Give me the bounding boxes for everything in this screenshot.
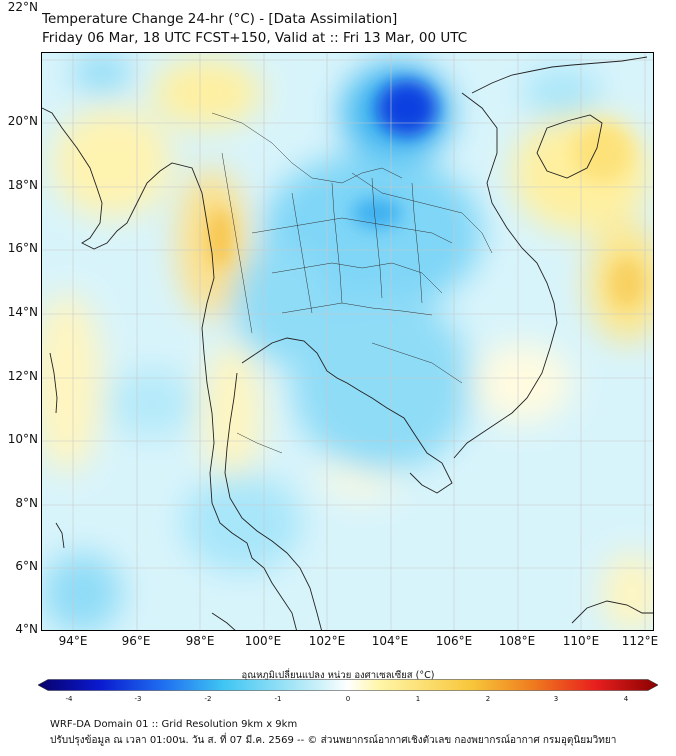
province-borders — [211, 112, 493, 454]
lat-tick-label: 20°N — [7, 114, 38, 128]
colorbar-tick-label: -2 — [204, 695, 212, 703]
lat-tick-label: 22°N — [7, 0, 38, 14]
colorbar-tick-label: 3 — [553, 695, 559, 703]
temperature-map — [41, 52, 654, 631]
lat-tick-label: 10°N — [7, 432, 38, 446]
coastlines — [42, 56, 653, 630]
graticule — [42, 53, 653, 630]
colorbar — [38, 679, 658, 691]
lat-tick-label: 8°N — [15, 496, 38, 510]
lon-tick-label: 94°E — [58, 634, 88, 648]
colorbar-tick-label: 1 — [415, 695, 421, 703]
footer-model-info: WRF-DA Domain 01 :: Grid Resolution 9km … — [50, 719, 298, 730]
lon-tick-label: 110°E — [562, 634, 600, 648]
colorbar-tick-label: 0 — [345, 695, 351, 703]
lat-tick-label: 6°N — [15, 559, 38, 573]
lat-tick-label: 14°N — [7, 305, 38, 319]
map-title: Temperature Change 24-hr (°C) - [Data As… — [42, 11, 398, 27]
lon-tick-label: 106°E — [435, 634, 473, 648]
footer-update-info: ปรับปรุงข้อมูล ณ เวลา 01:00น. วัน ส. ที่… — [50, 735, 617, 746]
lon-tick-label: 100°E — [244, 634, 282, 648]
lat-tick-label: 16°N — [7, 241, 38, 255]
colorbar-tick-label: -1 — [274, 695, 282, 703]
map-subtitle: Friday 06 Mar, 18 UTC FCST+150, Valid at… — [42, 30, 468, 46]
lat-tick-label: 4°N — [15, 622, 38, 636]
lon-tick-label: 102°E — [308, 634, 346, 648]
lat-tick-label: 18°N — [7, 178, 38, 192]
lon-tick-label: 108°E — [498, 634, 536, 648]
lon-tick-label: 104°E — [371, 634, 409, 648]
colorbar-tick-label: -3 — [134, 695, 142, 703]
lon-tick-label: 98°E — [185, 634, 215, 648]
lat-tick-label: 12°N — [7, 369, 38, 383]
colorbar-tick-label: 2 — [485, 695, 491, 703]
colorbar-title: อุณหภูมิเปลี่ยนแปลง หน่วย องศาเซลเซียส (… — [241, 670, 435, 681]
colorbar-tick-label: -4 — [65, 695, 73, 703]
colorbar-tick-label: 4 — [623, 695, 629, 703]
lon-tick-label: 96°E — [121, 634, 151, 648]
lon-tick-label: 112°E — [621, 634, 659, 648]
